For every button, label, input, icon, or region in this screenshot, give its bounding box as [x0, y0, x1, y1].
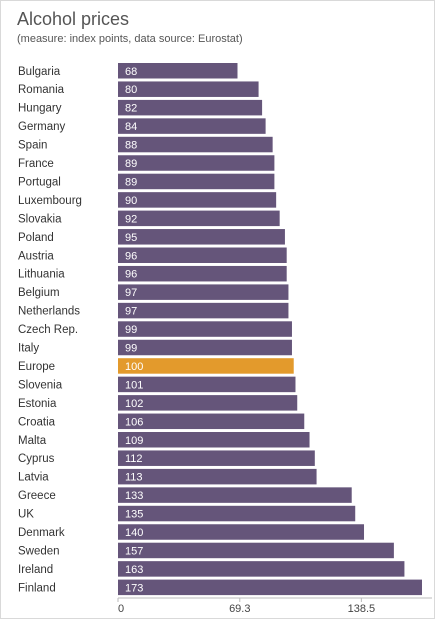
value-label: 80 [125, 84, 137, 96]
value-label: 89 [125, 158, 137, 170]
value-label: 95 [125, 232, 137, 244]
bar [118, 339, 292, 356]
bar [118, 229, 285, 245]
value-label: 157 [125, 545, 143, 557]
bar [118, 155, 275, 171]
value-label: 102 [125, 398, 143, 410]
value-label: 89 [125, 176, 137, 188]
bar [118, 118, 266, 134]
chart-subtitle: (measure: index points, data source: Eur… [17, 33, 243, 45]
category-label: Romania [18, 84, 65, 96]
x-tick-label: 138.5 [348, 603, 376, 615]
bar [118, 302, 289, 319]
value-label: 133 [125, 490, 143, 502]
category-label: Estonia [18, 398, 57, 410]
category-label: Netherlands [18, 306, 80, 318]
value-label: 96 [125, 269, 137, 281]
category-label: France [18, 158, 54, 170]
category-label: Portugal [18, 176, 61, 188]
category-label: Lithuania [18, 269, 65, 281]
bar [118, 247, 287, 263]
value-label: 135 [125, 509, 143, 521]
value-label: 68 [125, 66, 137, 78]
bar [118, 63, 238, 79]
category-label: Finland [18, 582, 56, 594]
category-label: UK [18, 509, 34, 521]
value-label: 109 [125, 435, 143, 447]
value-label: 92 [125, 213, 137, 225]
bar [118, 468, 317, 485]
category-label: Ireland [18, 564, 53, 576]
chart-title: Alcohol prices [17, 9, 130, 29]
category-label: Croatia [18, 416, 56, 428]
x-tick-label: 69.3 [229, 603, 250, 615]
category-label: Bulgaria [18, 66, 61, 78]
value-label: 84 [125, 121, 137, 133]
value-label: 99 [125, 343, 137, 355]
category-label: Sweden [18, 545, 60, 557]
value-label: 88 [125, 140, 137, 152]
bar [118, 376, 296, 393]
bar [118, 487, 352, 503]
x-tick-label: 0 [118, 603, 124, 615]
bar [118, 561, 405, 577]
category-label: Europe [18, 361, 55, 373]
category-label: Slovenia [18, 379, 63, 391]
bar [118, 81, 259, 97]
bar [118, 265, 287, 282]
category-label: Poland [18, 232, 54, 244]
bar [118, 321, 292, 337]
bar [118, 173, 275, 190]
bar [118, 579, 422, 596]
bar [118, 505, 356, 522]
value-label: 82 [125, 103, 137, 115]
bar [118, 395, 298, 411]
category-label: Greece [18, 490, 56, 502]
value-label: 173 [125, 582, 143, 594]
value-label: 163 [125, 564, 143, 576]
bar [118, 524, 365, 540]
value-label: 140 [125, 527, 143, 539]
category-label: Denmark [18, 527, 65, 539]
value-label: 97 [125, 306, 137, 318]
category-label: Spain [18, 140, 47, 152]
bar [118, 99, 263, 116]
value-label: 106 [125, 416, 143, 428]
category-label: Austria [18, 250, 54, 262]
value-label: 101 [125, 379, 143, 391]
category-label: Hungary [18, 103, 62, 115]
category-label: Slovakia [18, 213, 62, 225]
category-label: Germany [18, 121, 66, 133]
category-label: Luxembourg [18, 195, 82, 207]
bar [118, 210, 280, 227]
bar [118, 284, 289, 300]
value-label: 90 [125, 195, 137, 207]
value-label: 112 [125, 453, 143, 465]
category-label: Belgium [18, 287, 60, 299]
bar [118, 413, 305, 430]
bar [118, 450, 315, 466]
category-label: Italy [18, 343, 39, 355]
category-label: Czech Rep. [18, 324, 78, 336]
value-label: 97 [125, 287, 137, 299]
bar [118, 432, 310, 448]
bar-highlight [118, 358, 294, 374]
value-label: 100 [125, 361, 143, 373]
bar [118, 136, 273, 153]
bar [118, 192, 277, 208]
bar [118, 542, 394, 559]
category-label: Malta [18, 435, 47, 447]
value-label: 96 [125, 250, 137, 262]
value-label: 99 [125, 324, 137, 336]
category-label: Latvia [18, 472, 49, 484]
category-label: Cyprus [18, 453, 55, 465]
value-label: 113 [125, 472, 143, 484]
